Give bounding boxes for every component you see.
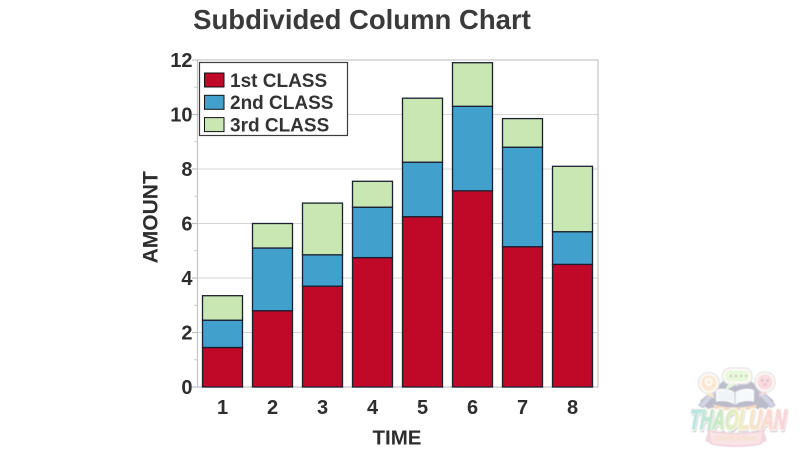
- svg-text:THAOLUAN: THAOLUAN: [689, 404, 788, 435]
- svg-text:1: 1: [217, 397, 228, 419]
- svg-text:Subdivided Column Chart: Subdivided Column Chart: [193, 4, 531, 35]
- svg-text:6: 6: [181, 214, 192, 236]
- svg-text:7: 7: [517, 397, 528, 419]
- svg-text:4: 4: [181, 268, 193, 290]
- svg-text:12: 12: [170, 50, 192, 72]
- svg-text:3: 3: [317, 397, 328, 419]
- svg-text:10: 10: [170, 105, 192, 127]
- svg-text:5: 5: [417, 397, 428, 419]
- svg-text:8: 8: [181, 159, 192, 181]
- svg-text:CHUYEN SINH: CHUYEN SINH: [715, 437, 756, 443]
- svg-text:6: 6: [467, 397, 478, 419]
- svg-text:0: 0: [181, 377, 192, 399]
- svg-text:2nd CLASS: 2nd CLASS: [230, 93, 333, 114]
- svg-text:TIME: TIME: [373, 427, 422, 450]
- svg-text:THAOLUAN: THAOLUAN: [690, 406, 789, 437]
- svg-text:8: 8: [567, 397, 578, 419]
- svg-text:THAOLUAN: THAOLUAN: [689, 404, 788, 435]
- svg-text:2: 2: [267, 397, 278, 419]
- svg-text:2: 2: [181, 323, 192, 345]
- svg-text:4: 4: [367, 397, 379, 419]
- svg-text:1st CLASS: 1st CLASS: [230, 71, 327, 92]
- svg-text:AMOUNT: AMOUNT: [139, 171, 162, 263]
- svg-text:3rd CLASS: 3rd CLASS: [230, 115, 329, 136]
